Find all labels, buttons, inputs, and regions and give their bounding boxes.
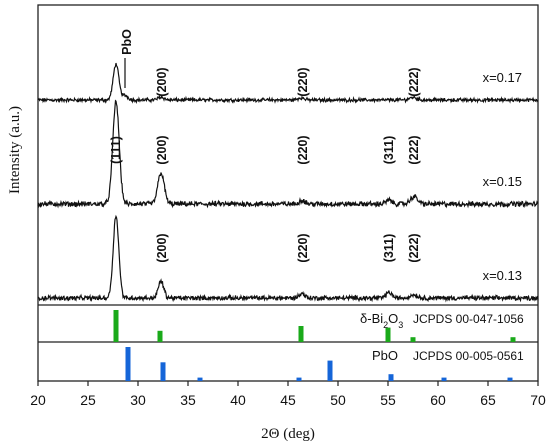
peak-label: (222) xyxy=(407,233,421,262)
xrd-trace-1 xyxy=(37,62,539,105)
peak-label: (220) xyxy=(296,233,310,262)
reference-line xyxy=(298,326,304,342)
peak-label: (200) xyxy=(155,233,169,262)
reference-line xyxy=(296,377,302,381)
reference-line xyxy=(197,377,203,381)
x-axis: 20 25 30 35 40 45 50 55 60 65 70 xyxy=(30,381,546,408)
reference-line xyxy=(441,377,447,381)
reference-line xyxy=(160,362,166,381)
reference-line xyxy=(157,330,163,342)
peak-label: (200) xyxy=(155,67,169,96)
peak-label: (200) xyxy=(155,135,169,164)
x-tick-label: 40 xyxy=(230,392,246,408)
reference-line xyxy=(125,347,131,381)
reference-line xyxy=(327,360,333,381)
series-label-2: x=0.15 xyxy=(483,174,522,189)
peak-label: (220) xyxy=(296,135,310,164)
x-tick-label: 30 xyxy=(130,392,146,408)
reference-label-2: PbO xyxy=(372,348,398,363)
x-axis-label: 2Θ (deg) xyxy=(261,426,315,442)
reference-line xyxy=(385,327,391,342)
xrd-trace-3 xyxy=(37,214,539,303)
x-tick-label: 25 xyxy=(80,392,96,408)
x-tick-label: 65 xyxy=(480,392,496,408)
reference-card-1: JCPDS 00-047-1056 xyxy=(413,312,524,326)
reference-panels: δ-Bi2O3 JCPDS 00-047-1056 PbO JCPDS 00-005-… xyxy=(113,310,524,381)
x-tick-label: 35 xyxy=(180,392,196,408)
peak-label: PbO xyxy=(120,29,134,55)
x-tick-label: 55 xyxy=(380,392,396,408)
x-tick-label: 50 xyxy=(330,392,346,408)
series-label-3: x=0.13 xyxy=(483,268,522,283)
xrd-annotations: x=0.17 PbO (200) (220) (222) x=0.15 (200) (220)… xyxy=(109,29,522,283)
reference-card-2: JCPDS 00-005-0561 xyxy=(413,349,524,363)
reference-line xyxy=(410,337,416,342)
reference-line xyxy=(507,377,513,381)
x-tick-label: 20 xyxy=(30,392,46,408)
peak-label: (111) xyxy=(109,136,123,164)
peak-label: (222) xyxy=(407,67,421,96)
reference-label-1: δ-Bi2O3 xyxy=(360,311,403,330)
series-label-1: x=0.17 xyxy=(483,70,522,85)
reference-line xyxy=(113,310,119,342)
peak-label: (222) xyxy=(407,135,421,164)
y-axis-label: Intensity (a.u.) xyxy=(7,106,23,194)
reference-line xyxy=(510,337,516,342)
peak-label: (311) xyxy=(382,234,396,263)
xrd-trace-2 xyxy=(37,99,539,209)
x-tick-label: 70 xyxy=(530,392,546,408)
x-tick-label: 60 xyxy=(430,392,446,408)
xrd-traces xyxy=(37,62,539,303)
peak-label: (220) xyxy=(296,67,310,96)
x-tick-label: 45 xyxy=(280,392,296,408)
reference-line xyxy=(388,374,394,381)
peak-label: (311) xyxy=(382,136,396,165)
